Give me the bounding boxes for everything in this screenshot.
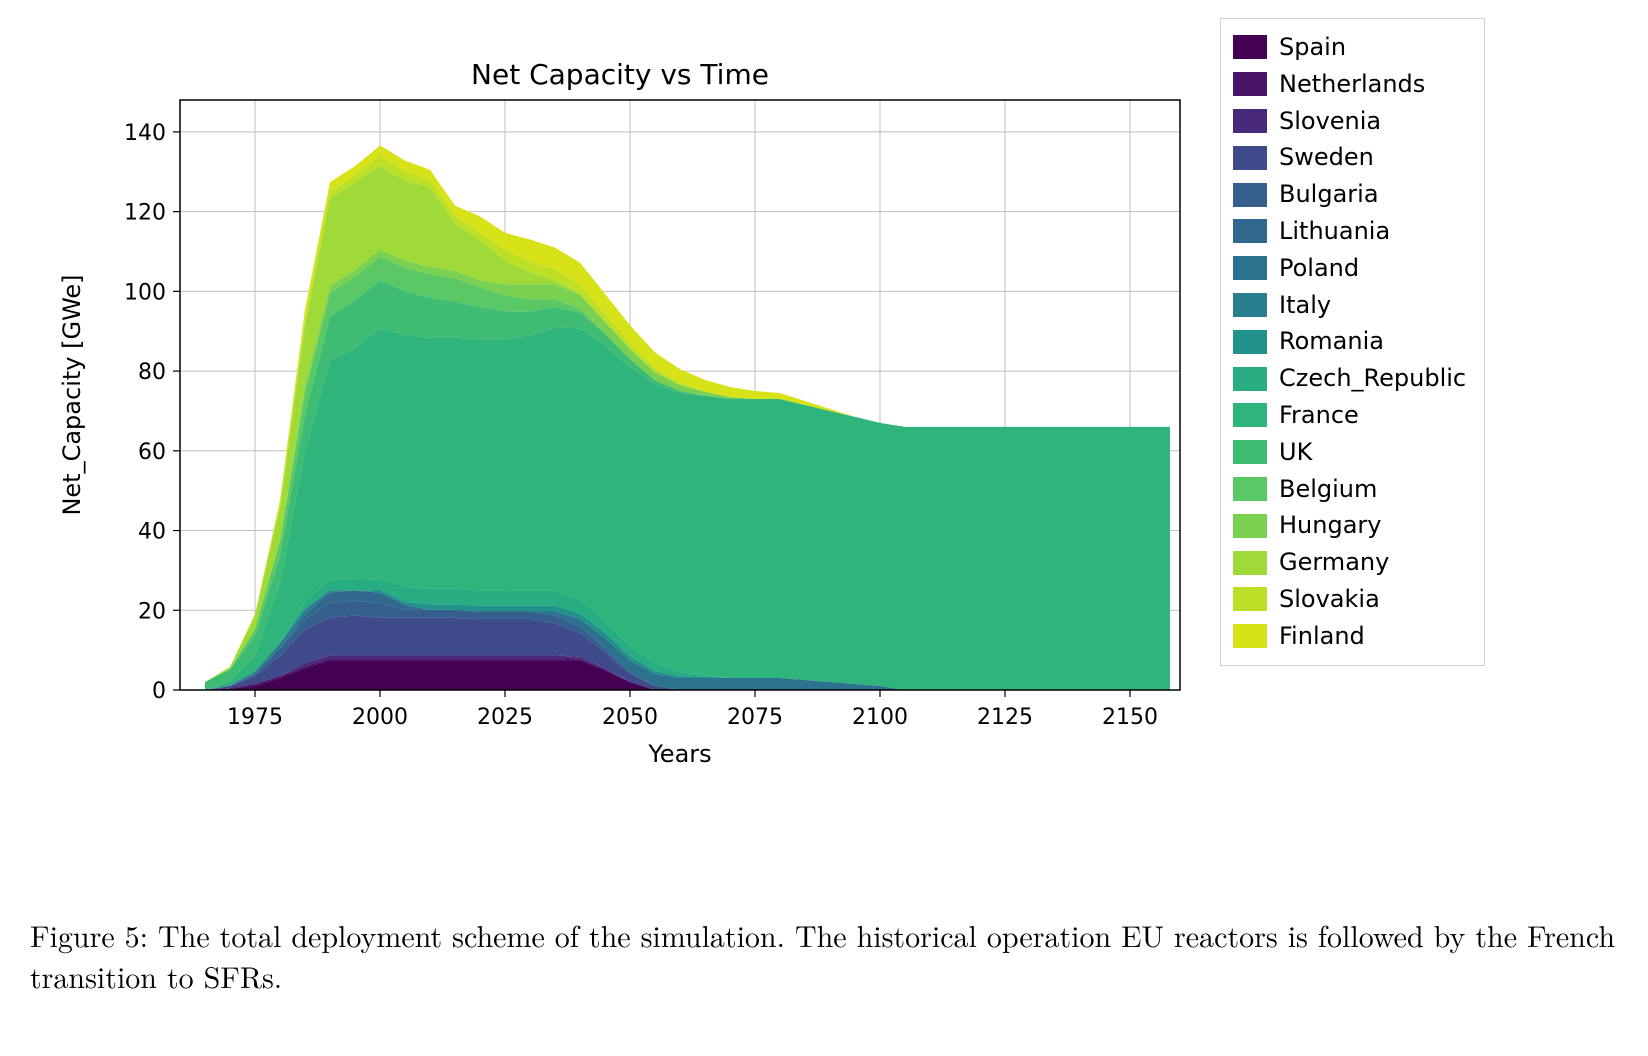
legend-item: Netherlands xyxy=(1233,66,1466,103)
legend-item: Finland xyxy=(1233,618,1466,655)
legend-item: UK xyxy=(1233,434,1466,471)
legend-label: UK xyxy=(1279,438,1312,467)
legend-swatch xyxy=(1233,35,1267,59)
legend-item: Bulgaria xyxy=(1233,176,1466,213)
legend-label: Netherlands xyxy=(1279,70,1425,99)
legend-swatch xyxy=(1233,256,1267,280)
legend-item: Belgium xyxy=(1233,471,1466,508)
legend-swatch xyxy=(1233,587,1267,611)
xtick-label: 1975 xyxy=(227,705,283,730)
legend-label: Sweden xyxy=(1279,143,1374,172)
legend-item: Italy xyxy=(1233,287,1466,324)
legend-item: Germany xyxy=(1233,544,1466,581)
legend-label: Finland xyxy=(1279,622,1365,651)
ytick-label: 120 xyxy=(124,201,166,226)
legend-label: Bulgaria xyxy=(1279,180,1379,209)
legend-swatch xyxy=(1233,367,1267,391)
ytick-label: 140 xyxy=(124,121,166,146)
xtick-label: 2100 xyxy=(852,705,908,730)
legend-item: Poland xyxy=(1233,250,1466,287)
legend-item: Lithuania xyxy=(1233,213,1466,250)
legend-swatch xyxy=(1233,624,1267,648)
xtick-label: 2000 xyxy=(352,705,408,730)
legend-label: Belgium xyxy=(1279,475,1377,504)
chart-title: Net Capacity vs Time xyxy=(30,58,1210,91)
y-axis-label: Net_Capacity [GWe] xyxy=(58,274,86,515)
chart-container: Net Capacity vs Time 1975 2000 2025 2050 207… xyxy=(30,10,1210,790)
legend-item: Spain xyxy=(1233,29,1466,66)
ytick-label: 80 xyxy=(138,360,166,385)
xtick-label: 2075 xyxy=(727,705,783,730)
legend-swatch xyxy=(1233,477,1267,501)
ytick-label: 0 xyxy=(152,679,166,704)
figure-caption: Figure 5: The total deployment scheme of… xyxy=(30,915,1618,996)
legend-label: France xyxy=(1279,401,1359,430)
legend-item: France xyxy=(1233,397,1466,434)
figure-row: Net Capacity vs Time 1975 2000 2025 2050 207… xyxy=(30,10,1618,790)
xtick-label: 2025 xyxy=(477,705,533,730)
legend-swatch xyxy=(1233,330,1267,354)
legend-label: Spain xyxy=(1279,33,1346,62)
page: Net Capacity vs Time 1975 2000 2025 2050 207… xyxy=(0,0,1648,1056)
legend-swatch xyxy=(1233,403,1267,427)
xtick-label: 2050 xyxy=(602,705,658,730)
legend-label: Hungary xyxy=(1279,511,1381,540)
legend-swatch xyxy=(1233,72,1267,96)
legend-item: Slovenia xyxy=(1233,103,1466,140)
ytick-label: 60 xyxy=(138,440,166,465)
legend-swatch xyxy=(1233,146,1267,170)
legend: Spain Netherlands Slovenia Sweden Bulgaria Li… xyxy=(1220,18,1485,666)
legend-label: Poland xyxy=(1279,254,1359,283)
legend-label: Lithuania xyxy=(1279,217,1390,246)
legend-swatch xyxy=(1233,551,1267,575)
xtick-label: 2125 xyxy=(977,705,1033,730)
legend-label: Slovenia xyxy=(1279,107,1381,136)
legend-swatch xyxy=(1233,293,1267,317)
legend-label: Germany xyxy=(1279,548,1389,577)
legend-item: Czech_Republic xyxy=(1233,360,1466,397)
legend-swatch xyxy=(1233,514,1267,538)
ytick-label: 20 xyxy=(138,599,166,624)
legend-label: Czech_Republic xyxy=(1279,364,1466,393)
ytick-label: 100 xyxy=(124,280,166,305)
legend-swatch xyxy=(1233,183,1267,207)
ytick-label: 40 xyxy=(138,520,166,545)
x-axis-label: Years xyxy=(647,740,711,768)
legend-swatch xyxy=(1233,219,1267,243)
legend-item: Hungary xyxy=(1233,507,1466,544)
legend-swatch xyxy=(1233,109,1267,133)
legend-label: Italy xyxy=(1279,291,1331,320)
legend-item: Slovakia xyxy=(1233,581,1466,618)
stacked-area-chart: 1975 2000 2025 2050 2075 2100 2125 2150 0 20 40 60 8… xyxy=(30,10,1210,790)
legend-label: Romania xyxy=(1279,327,1384,356)
legend-label: Slovakia xyxy=(1279,585,1380,614)
legend-swatch xyxy=(1233,440,1267,464)
legend-item: Romania xyxy=(1233,323,1466,360)
legend-item: Sweden xyxy=(1233,139,1466,176)
xtick-label: 2150 xyxy=(1102,705,1158,730)
